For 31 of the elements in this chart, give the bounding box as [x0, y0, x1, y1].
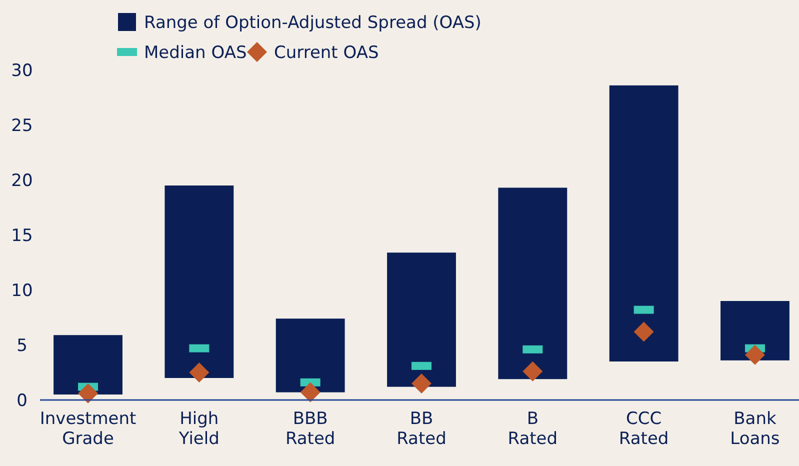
x-tick-label: B Rated	[508, 409, 558, 449]
bar	[609, 85, 678, 362]
y-tick-label: 25	[11, 116, 33, 136]
bar	[720, 301, 790, 360]
y-tick-label: 0	[16, 390, 28, 411]
x-tick-label: High Yield	[178, 409, 220, 449]
legend-label: Median OAS	[144, 42, 247, 63]
point	[300, 382, 320, 402]
bar	[164, 186, 234, 378]
x-tick-label: BB Rated	[396, 409, 446, 449]
legend-label: Current OAS	[274, 42, 379, 63]
y-tick-label: 5	[16, 336, 28, 356]
point	[522, 361, 543, 382]
bar	[276, 318, 345, 392]
x-tick-label: BBB Rated	[285, 409, 336, 449]
legend-label: Range of Option-Adjusted Spread (OAS)	[144, 12, 482, 33]
y-tick-label: 20	[11, 170, 33, 191]
y-tick-label: 10	[11, 280, 33, 301]
point	[412, 374, 432, 394]
x-tick-label: Investment Grade	[40, 409, 136, 449]
x-tick-label: Bank Loans	[730, 409, 780, 449]
x-tick-label: CCC Rated	[618, 409, 669, 449]
point	[744, 344, 765, 365]
bar	[498, 188, 568, 380]
y-tick-label: 15	[11, 226, 33, 246]
point	[634, 322, 654, 342]
bar	[54, 335, 122, 394]
point	[78, 383, 98, 404]
bar	[387, 252, 456, 387]
y-tick-label: 30	[11, 60, 33, 81]
point	[189, 362, 210, 382]
